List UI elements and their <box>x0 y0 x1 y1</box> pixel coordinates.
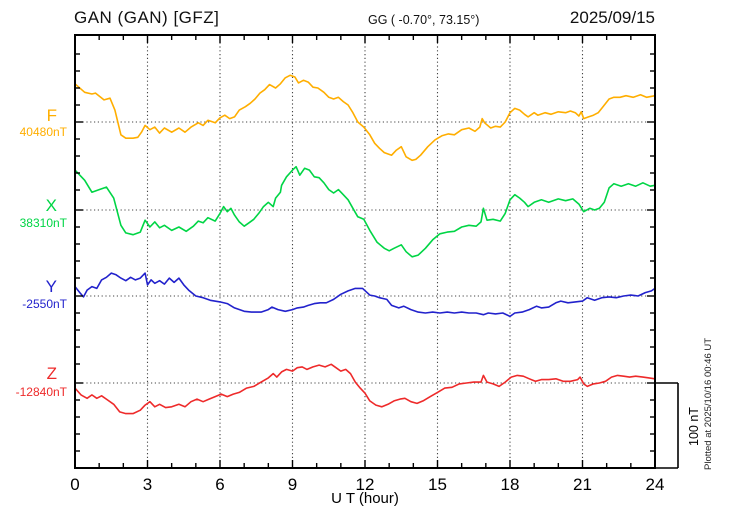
plot-date: 2025/09/15 <box>569 8 655 27</box>
channel-baseline-f: 40480nT <box>19 125 67 139</box>
plotted-at-note: Plotted at 2025/10/16 00:46 UT <box>703 337 714 470</box>
x-tick-label-12: 12 <box>355 475 375 494</box>
channel-label-x: X <box>45 196 57 215</box>
channel-label-y: Y <box>45 277 57 296</box>
x-tick-label-6: 6 <box>215 475 225 494</box>
x-tick-label-9: 9 <box>287 475 298 494</box>
x-tick-label-15: 15 <box>428 475 447 494</box>
station-title: GAN (GAN) [GFZ] <box>74 8 220 27</box>
trace-Z <box>74 363 656 415</box>
channel-label-f: F <box>46 106 57 125</box>
trace-F <box>74 74 656 162</box>
x-tick-label-0: 0 <box>70 475 80 494</box>
channel-baseline-x: 38310nT <box>19 216 67 230</box>
channel-baseline-z: -12840nT <box>15 385 67 399</box>
x-tick-label-3: 3 <box>142 475 153 494</box>
geographic-coords: GG ( -0.70°, 73.15°) <box>368 13 480 27</box>
channel-label-z: Z <box>46 364 57 383</box>
trace-Y <box>74 272 656 318</box>
x-tick-label-18: 18 <box>500 475 520 494</box>
trace-X <box>74 165 656 258</box>
x-axis-title: U T (hour) <box>331 490 399 507</box>
channel-baseline-y: -2550nT <box>22 297 67 311</box>
scale-bar-label: 100 nT <box>687 407 701 446</box>
x-tick-label-21: 21 <box>573 475 592 494</box>
x-tick-label-24: 24 <box>645 475 665 494</box>
